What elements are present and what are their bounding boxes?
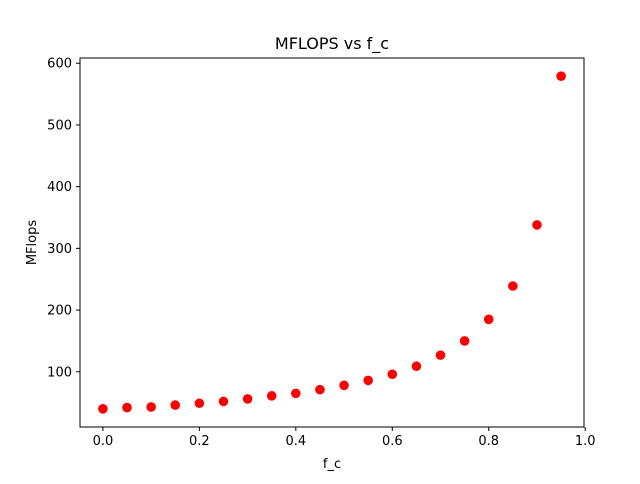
data-point [435,350,446,360]
chart-title: MFLOPS vs f_c [275,34,389,54]
y-tick-label: 200 [47,304,72,319]
data-points [98,71,566,414]
data-point [122,402,132,413]
y-axis-ticks: 100 200 300 400 500 600 [47,57,80,380]
data-point [459,336,470,346]
x-axis-ticks: 0.0 0.2 0.4 0.6 0.8 1.0 [93,427,596,449]
x-tick-label: 0.0 [93,434,114,449]
data-point [532,220,542,230]
y-tick-label: 100 [47,365,72,380]
y-tick-label: 400 [47,180,72,195]
data-point [508,281,518,291]
x-tick-label: 0.4 [285,434,306,449]
data-point [146,402,156,412]
y-axis-label: MFlops [25,220,40,266]
y-tick-label: 300 [47,242,72,257]
data-point [363,375,373,386]
x-axis-label: f_c [323,457,341,472]
y-tick-label: 600 [47,57,72,72]
y-tick-label: 500 [47,118,72,133]
x-tick-label: 0.6 [382,434,403,449]
data-point [339,380,349,391]
data-point [218,396,229,407]
data-point [242,394,253,404]
plot-frame [79,57,585,428]
data-point [315,384,325,395]
data-point [387,369,398,380]
data-point [411,361,422,372]
data-point [291,388,301,399]
data-point [170,400,181,410]
data-point [98,403,108,414]
x-tick-label: 0.2 [189,434,210,449]
data-point [483,314,494,325]
data-point [556,71,566,82]
data-point [194,398,205,409]
x-tick-label: 0.8 [478,434,499,449]
data-point [266,391,277,401]
x-tick-label: 1.0 [575,434,596,449]
